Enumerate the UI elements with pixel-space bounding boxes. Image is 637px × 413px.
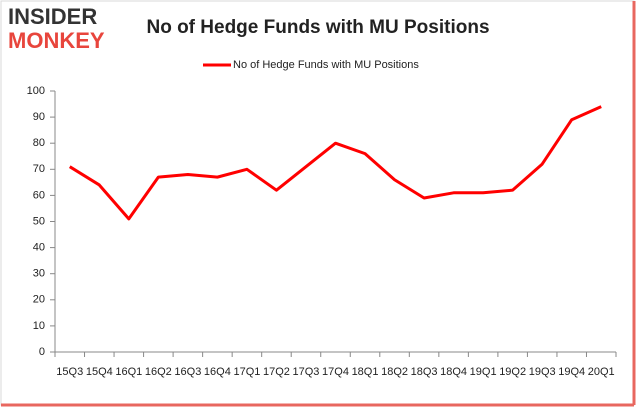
x-tick-label: 16Q1 <box>115 366 142 378</box>
x-tick-label: 16Q4 <box>204 366 231 378</box>
y-tick-label: 60 <box>33 189 45 201</box>
legend-label: No of Hedge Funds with MU Positions <box>233 59 419 71</box>
y-tick-label: 10 <box>33 320 45 332</box>
x-tick-label: 19Q4 <box>558 366 585 378</box>
y-tick-label: 0 <box>39 346 45 358</box>
logo-bottom: MONKEY <box>8 28 105 53</box>
x-tick-label: 19Q2 <box>499 366 526 378</box>
x-tick-label: 18Q2 <box>381 366 408 378</box>
data-line <box>68 105 602 221</box>
x-tick-label: 15Q3 <box>56 366 83 378</box>
y-tick-label: 90 <box>33 111 45 123</box>
x-tick-label: 19Q3 <box>529 366 556 378</box>
x-tick-label: 17Q3 <box>293 366 320 378</box>
x-tick-label: 15Q4 <box>86 366 113 378</box>
y-tick-label: 100 <box>27 85 45 97</box>
x-tick-label: 18Q4 <box>440 366 467 378</box>
x-tick-label: 17Q1 <box>233 366 260 378</box>
logo-top: INSIDER <box>8 4 97 29</box>
y-tick-label: 40 <box>33 242 45 254</box>
x-tick-label: 19Q1 <box>470 366 497 378</box>
y-tick-label: 30 <box>33 268 45 280</box>
chart-title: No of Hedge Funds with MU Positions <box>146 17 489 38</box>
y-tick-label: 70 <box>33 163 45 175</box>
x-tick-label: 17Q4 <box>322 366 349 378</box>
y-tick-label: 20 <box>33 294 45 306</box>
x-tick-label: 16Q2 <box>145 366 172 378</box>
frame <box>0 0 635 406</box>
y-tick-label: 50 <box>33 215 45 227</box>
x-tick-label: 20Q1 <box>588 366 615 378</box>
x-tick-label: 18Q3 <box>411 366 438 378</box>
y-tick-label: 80 <box>33 137 45 149</box>
x-tick-label: 18Q1 <box>352 366 379 378</box>
x-tick-label: 16Q3 <box>174 366 201 378</box>
x-tick-label: 17Q2 <box>263 366 290 378</box>
